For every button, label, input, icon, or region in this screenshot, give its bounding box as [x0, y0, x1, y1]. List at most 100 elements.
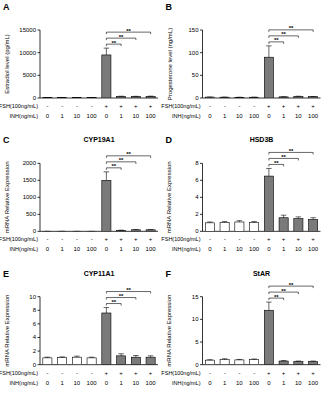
y-tick-label: 0 — [33, 228, 37, 234]
y-axis-title: Progesterone level (ng/mL) — [167, 28, 173, 100]
error-cap — [207, 221, 212, 222]
bar — [309, 361, 318, 364]
error-bar — [222, 221, 227, 223]
y-tick — [38, 310, 41, 311]
y-tick-label: 1000 — [23, 194, 37, 200]
y-tick-label: 2 — [33, 348, 37, 354]
marks — [205, 46, 317, 98]
y-tick-label: 4 — [33, 334, 37, 340]
bar — [294, 219, 303, 232]
panel: AEstradiol level (pg/mL)050001000015000*… — [0, 2, 158, 119]
x-row-value: 100 — [249, 113, 260, 119]
x-row-value: - — [224, 103, 226, 109]
significance-label: ** — [289, 282, 294, 288]
bar — [146, 230, 155, 232]
error-cap — [296, 216, 301, 217]
bar — [205, 360, 214, 365]
x-row-value: 10 — [236, 113, 243, 119]
bar — [87, 231, 96, 232]
error-bar — [281, 360, 286, 361]
x-row-value: + — [297, 370, 301, 376]
bar — [309, 97, 318, 98]
significance-label: ** — [289, 25, 294, 31]
error-cap — [45, 97, 50, 98]
y-tick — [200, 52, 203, 53]
x-row-value: 10 — [74, 113, 81, 119]
error-bar — [45, 231, 50, 232]
marks — [43, 172, 155, 232]
error-bar — [59, 356, 64, 358]
bar — [146, 357, 155, 364]
x-row-value: 1 — [282, 246, 286, 252]
error-bar — [89, 357, 94, 359]
y-tick — [38, 214, 41, 215]
significance-label: ** — [281, 154, 286, 160]
x-row-label: INH(ng/mL) — [10, 246, 39, 252]
bar — [102, 180, 111, 231]
error-cap — [45, 357, 50, 358]
x-row-value: 0 — [208, 113, 212, 119]
y-tick — [38, 323, 41, 324]
x-row-value: 10 — [295, 380, 302, 386]
y-tick — [38, 98, 41, 99]
x-row-value: - — [238, 370, 240, 376]
error-cap — [251, 97, 256, 98]
error-bar — [310, 218, 315, 220]
error-bar — [133, 229, 138, 230]
error-stem — [268, 168, 269, 176]
error-cap — [296, 96, 301, 97]
error-cap — [74, 356, 79, 357]
marks — [205, 302, 317, 365]
error-bar — [222, 358, 227, 360]
error-bar — [281, 215, 286, 218]
error-cap — [222, 358, 227, 359]
error-bar — [74, 356, 79, 357]
y-tick — [38, 163, 41, 164]
x-row-value: 100 — [146, 246, 157, 252]
x-row-value: 0 — [46, 246, 50, 252]
error-cap — [74, 97, 79, 98]
bar — [146, 96, 155, 98]
x-row-value: - — [238, 236, 240, 242]
error-cap — [266, 45, 271, 46]
y-tick — [200, 231, 203, 232]
bar — [250, 97, 259, 98]
error-bar — [207, 97, 212, 98]
y-axis-title: mRNA Relative Expression — [167, 295, 173, 367]
x-row-value: 0 — [208, 380, 212, 386]
error-bar — [45, 357, 50, 359]
y-tick — [38, 197, 41, 198]
y-tick-label: 50 — [192, 72, 199, 78]
x-row-value: 10 — [295, 246, 302, 252]
x-row-value: 1 — [223, 380, 227, 386]
significance-label: ** — [274, 37, 279, 43]
x-row-value: 10 — [74, 380, 81, 386]
bar — [131, 357, 140, 364]
y-axis-title: mRNA Relative Expression — [4, 161, 10, 233]
error-cap — [118, 230, 123, 231]
error-cap — [251, 359, 256, 360]
bar — [131, 97, 140, 98]
error-bar — [74, 231, 79, 232]
x-row-value: + — [105, 236, 109, 242]
x-row-label: FSH(100ng/mL) — [161, 103, 200, 109]
error-stem — [268, 302, 269, 310]
y-tick-label: 5000 — [23, 72, 37, 78]
error-cap — [59, 356, 64, 357]
error-stem — [106, 308, 107, 313]
error-bar — [133, 355, 138, 357]
panel: CCYP19A1mRNA Relative Expression05001000… — [0, 135, 158, 252]
x-row-label: FSH(100ng/mL) — [161, 370, 200, 376]
error-cap — [45, 231, 50, 232]
significance-label: ** — [274, 160, 279, 166]
error-cap — [222, 97, 227, 98]
error-cap — [281, 360, 286, 361]
y-axis-title: mRNA Relative Expression — [167, 161, 173, 233]
significance-label: ** — [111, 163, 116, 169]
y-tick — [200, 163, 203, 164]
error-bar — [148, 229, 153, 230]
x-row-value: - — [76, 370, 78, 376]
bar — [220, 97, 229, 98]
x-row-value: 1 — [119, 380, 123, 386]
x-row-value: 0 — [105, 113, 109, 119]
